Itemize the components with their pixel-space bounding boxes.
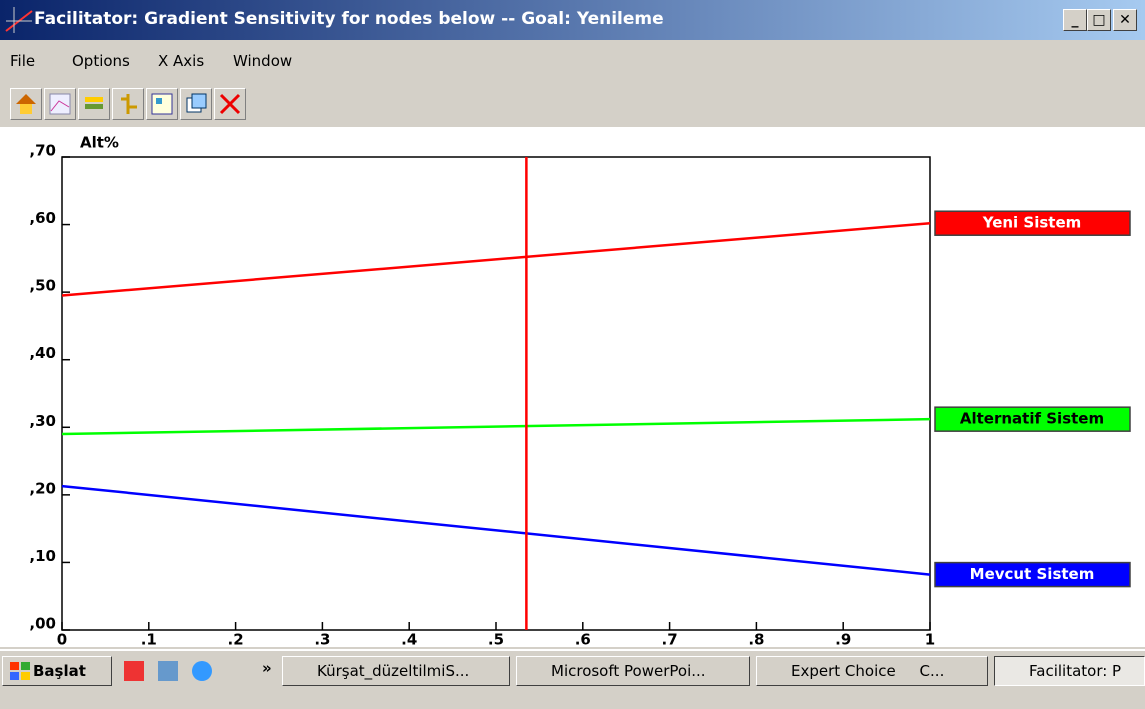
minimize-button[interactable]: _ (1063, 9, 1087, 31)
tree-button[interactable] (112, 88, 144, 120)
task-item[interactable]: Expert Choice C... (756, 656, 988, 686)
x-tick-label: .4 (401, 631, 417, 648)
x-tick-label: .2 (228, 631, 244, 648)
series-line (62, 223, 930, 295)
task-item[interactable]: Facilitator: P (994, 656, 1145, 686)
legend-label: Alternatif Sistem (960, 410, 1104, 428)
start-label: Başlat (33, 662, 86, 680)
menu-bar: File Options X Axis Window (0, 44, 1145, 78)
y-tick-label: ,40 (29, 344, 56, 362)
task-item[interactable]: Microsoft PowerPoi... (516, 656, 750, 686)
home-button[interactable] (10, 88, 42, 120)
x-tick-label: 1 (925, 631, 935, 648)
layers-button[interactable] (78, 88, 110, 120)
menu-item[interactable]: Options (72, 52, 130, 70)
menu-item[interactable]: File (10, 52, 35, 70)
window-button[interactable] (180, 88, 212, 120)
menu-item[interactable]: Window (233, 52, 292, 70)
maximize-button[interactable]: □ (1087, 9, 1111, 31)
chart: Alt% ,00 ,10 ,20 ,30 ,40 ,50 ,60 ,70 0 .1 .2 .3 .4 .5… (0, 127, 1145, 647)
close-button[interactable]: ✕ (1113, 9, 1137, 31)
x-tick-label: .7 (662, 631, 678, 648)
y-tick-label: ,20 (29, 479, 56, 497)
start-button[interactable]: Başlat (2, 656, 112, 686)
y-tick-label: ,60 (29, 209, 56, 227)
y-tick-label: ,10 (29, 547, 56, 565)
y-tick-label: ,70 (29, 142, 56, 160)
graph-button[interactable] (146, 88, 178, 120)
x-tick-label: .1 (141, 631, 157, 648)
window-title: Facilitator: Gradient Sensitivity for no… (34, 9, 664, 29)
page: Facilitator: Gradient Sensitivity for no… (0, 0, 1145, 707)
quick-launch (118, 657, 258, 687)
menu-item[interactable]: X Axis (158, 52, 204, 70)
taskbar: Başlat » Kürşat_düzeltilmiS... Microsoft… (0, 649, 1145, 709)
x-tick-label: .9 (835, 631, 851, 648)
app-icon (4, 5, 34, 35)
task-label: Kürşat_düzeltilmiS... (317, 662, 469, 680)
title-bar: Facilitator: Gradient Sensitivity for no… (0, 0, 1145, 40)
x-tick-label: 0 (57, 631, 67, 648)
task-label: Microsoft PowerPoi... (551, 662, 706, 680)
close-chart-button[interactable] (214, 88, 246, 120)
series-line (62, 419, 930, 434)
x-tick-label: .8 (748, 631, 764, 648)
y-tick-label: ,30 (29, 412, 56, 430)
series-line (62, 486, 930, 575)
task-label: Facilitator: P (1029, 662, 1121, 680)
x-tick-label: .6 (575, 631, 591, 648)
y-tick-label: ,50 (29, 277, 56, 295)
more-button[interactable]: » (262, 659, 272, 677)
chart-button[interactable] (44, 88, 76, 120)
plot-frame (62, 157, 930, 630)
y-axis-label: Alt% (80, 134, 119, 152)
x-tick-label: .5 (488, 631, 504, 648)
y-tick-label: ,00 (29, 615, 56, 633)
task-item[interactable]: Kürşat_düzeltilmiS... (282, 656, 510, 686)
legend-label: Yeni Sistem (982, 214, 1082, 232)
task-label: Expert Choice C... (791, 662, 944, 680)
x-tick-label: .3 (314, 631, 330, 648)
legend-label: Mevcut Sistem (970, 565, 1095, 583)
